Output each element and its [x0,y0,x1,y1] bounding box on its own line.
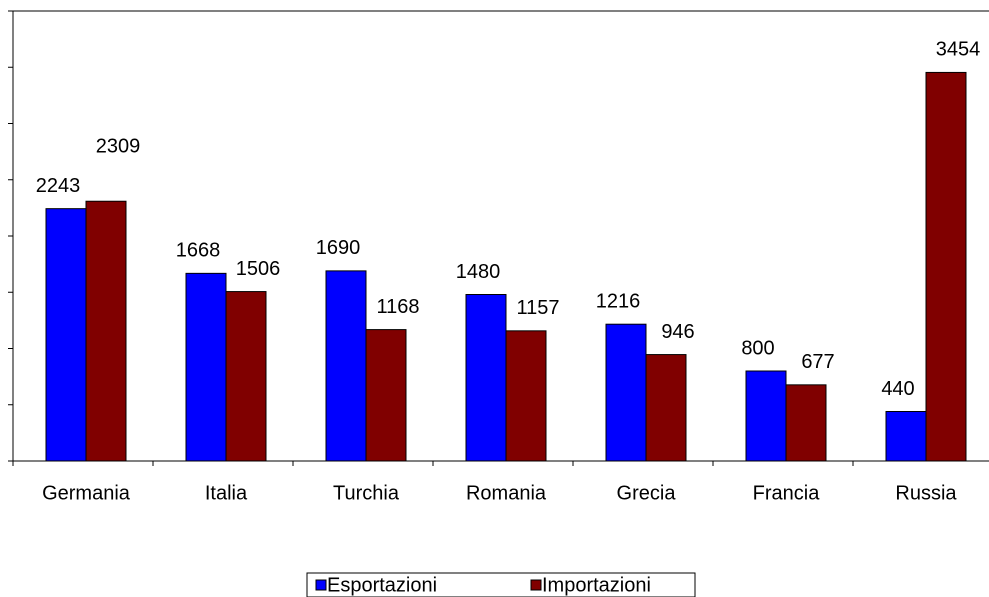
value-label: 677 [801,351,834,373]
x-tick-label: Italia [205,482,248,504]
bar [325,270,367,462]
legend: Esportazioni Importazioni [306,572,696,597]
bar [745,370,787,462]
x-tick-label: Francia [753,482,821,504]
x-tick-label: Russia [895,482,957,504]
legend-label: Importazioni [542,574,651,596]
legend-swatch [530,579,542,591]
bar [365,329,407,462]
value-label: 946 [661,321,694,343]
bar [645,354,687,462]
value-label: 1216 [596,290,641,312]
value-label: 3454 [936,39,981,61]
value-label: 2243 [36,175,81,197]
bar [185,272,227,462]
bar [45,208,87,462]
bar [885,411,927,462]
bar [85,200,127,462]
bar [225,291,267,462]
legend-label: Esportazioni [327,574,437,596]
legend-box [306,572,696,597]
value-label: 800 [741,337,774,359]
x-tick-label: Turchia [333,482,400,504]
value-label: 2309 [96,136,141,158]
bar [925,71,967,462]
value-label: 1506 [236,258,281,280]
value-label: 1668 [176,240,221,262]
value-label: 1168 [376,296,419,318]
bar [505,330,547,462]
x-tick-label: Grecia [617,482,677,504]
x-tick-label: Romania [466,482,547,504]
bar [465,294,507,462]
value-label: 1157 [516,297,559,319]
value-label: 1690 [316,237,361,259]
x-tick-label: Germania [42,482,131,504]
bar [605,323,647,462]
bar [785,384,827,462]
value-label: 1480 [456,261,501,283]
value-label: 440 [881,378,914,400]
legend-swatch [315,579,327,591]
